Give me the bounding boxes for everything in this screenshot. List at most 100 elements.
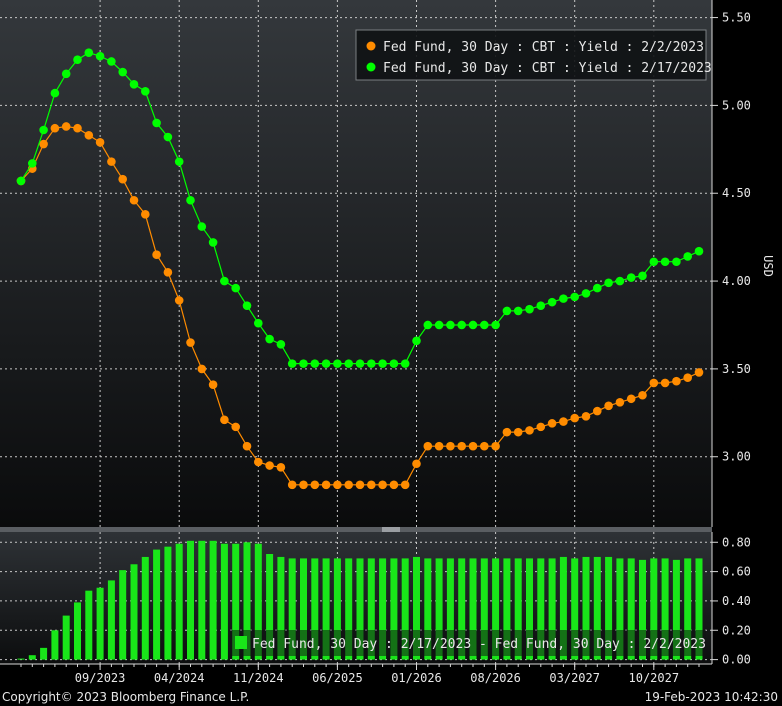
x-tick-label: 09/2023 xyxy=(75,671,126,685)
x-ticks: 09/2023 04/2024 11/2024 06/2025 01/2026 08/20… xyxy=(20,664,700,685)
series-1-point xyxy=(547,419,557,428)
series-2-point xyxy=(174,157,184,166)
main-y-tick-label: 5.00 xyxy=(722,98,751,112)
series-2-point xyxy=(367,359,376,368)
difference-bar xyxy=(367,558,375,660)
series-2-point xyxy=(118,67,127,77)
series-2-point xyxy=(107,57,116,66)
main-legend-box xyxy=(355,29,707,81)
bottom-y-tick-label: 0.20 xyxy=(722,623,751,637)
difference-bar xyxy=(401,558,409,660)
series-2-point xyxy=(412,336,421,346)
main-legend: Fed Fund, 30 Day : CBT : Yield : 2/2/202… xyxy=(355,29,712,81)
series-2-point xyxy=(626,273,636,282)
series-2-point xyxy=(468,320,478,330)
series-2-point xyxy=(28,159,37,168)
difference-bar xyxy=(209,540,217,660)
difference-bar xyxy=(526,558,533,660)
difference-bar xyxy=(164,546,172,660)
x-tick-label: 11/2024 xyxy=(233,671,284,685)
series-1-point xyxy=(570,413,579,423)
difference-bar xyxy=(582,556,590,660)
series-1-point xyxy=(242,441,252,451)
difference-bars xyxy=(17,540,703,660)
series-1-point xyxy=(626,394,636,404)
legend-label-difference: Fed Fund, 30 Day : 2/17/2023 - Fed Fund,… xyxy=(252,637,706,652)
series-1-point xyxy=(220,415,229,425)
difference-bar xyxy=(153,549,161,660)
series-2-point xyxy=(502,306,512,316)
panel-resize-handle[interactable] xyxy=(382,527,400,532)
series-1-point xyxy=(423,441,433,451)
legend-marker-series-1 xyxy=(366,41,376,51)
bottom-y-tick-label: 0.40 xyxy=(722,594,751,608)
series-2-point xyxy=(513,306,523,316)
x-tick-label: 01/2026 xyxy=(391,671,442,685)
series-2-point xyxy=(16,176,26,186)
series-2-point xyxy=(276,340,286,349)
series-2-point xyxy=(310,359,320,368)
series-2-point xyxy=(446,320,455,330)
difference-bar xyxy=(650,558,658,660)
bottom-y-tick-label: 0.60 xyxy=(722,565,751,579)
series-2-point xyxy=(152,118,161,128)
x-tick-label: 10/2027 xyxy=(629,671,680,685)
series-1-point xyxy=(581,412,591,421)
main-y-tick-label: 5.50 xyxy=(722,11,751,25)
difference-bar xyxy=(96,587,104,660)
series-2-point xyxy=(333,359,342,368)
series-1-point xyxy=(174,296,184,305)
series-1-point xyxy=(276,462,286,472)
series-1-point xyxy=(615,397,625,407)
series-1-point xyxy=(107,157,116,166)
difference-bar xyxy=(390,558,398,660)
series-1-point xyxy=(525,426,534,435)
series-2-point xyxy=(593,283,602,293)
difference-bar xyxy=(40,647,48,660)
difference-bar xyxy=(277,556,285,660)
difference-bar xyxy=(492,558,500,660)
difference-bar xyxy=(672,559,680,660)
series-1-point xyxy=(446,441,455,451)
legend-label-series-2: Fed Fund, 30 Day : CBT : Yield : 2/17/20… xyxy=(383,61,712,76)
series-1-point xyxy=(660,378,670,388)
legend-marker-series-2 xyxy=(366,62,376,72)
bottom-legend: Fed Fund, 30 Day : 2/17/2023 - Fed Fund,… xyxy=(229,630,706,656)
series-2-point xyxy=(559,294,568,303)
series-2-point xyxy=(129,80,139,89)
difference-bar xyxy=(28,655,36,660)
series-2-point xyxy=(265,334,274,344)
series-2-point xyxy=(50,88,60,98)
series-1-point xyxy=(604,401,613,411)
difference-bar xyxy=(639,559,646,660)
series-2-point xyxy=(581,289,591,298)
series-1-point xyxy=(39,139,48,149)
main-y-tick-label: 4.50 xyxy=(722,186,751,200)
difference-bar xyxy=(243,542,251,660)
difference-bar xyxy=(266,554,274,660)
series-1-point xyxy=(310,480,320,490)
series-1-point xyxy=(321,480,331,490)
x-tick-label: 04/2024 xyxy=(154,671,205,685)
series-1-point xyxy=(559,417,568,426)
difference-bar xyxy=(220,543,228,660)
difference-bar xyxy=(537,558,545,660)
bottom-legend-box xyxy=(229,630,706,656)
difference-bar xyxy=(548,558,556,660)
difference-bar xyxy=(627,558,635,660)
x-tick-label: 03/2027 xyxy=(549,671,600,685)
series-2-point xyxy=(491,320,500,330)
series-1-point xyxy=(141,210,150,219)
difference-bar xyxy=(616,558,624,660)
difference-bar xyxy=(17,658,25,660)
series-2-point xyxy=(604,278,613,288)
difference-bar xyxy=(424,558,432,660)
difference-bar xyxy=(74,602,81,660)
main-y-tick-label: 3.50 xyxy=(722,362,751,376)
series-2-point xyxy=(197,222,207,231)
difference-bar xyxy=(661,558,669,660)
series-2-point xyxy=(163,132,173,142)
series-1-point xyxy=(129,195,139,205)
series-2-point xyxy=(570,292,579,302)
series-1-point xyxy=(400,480,410,490)
